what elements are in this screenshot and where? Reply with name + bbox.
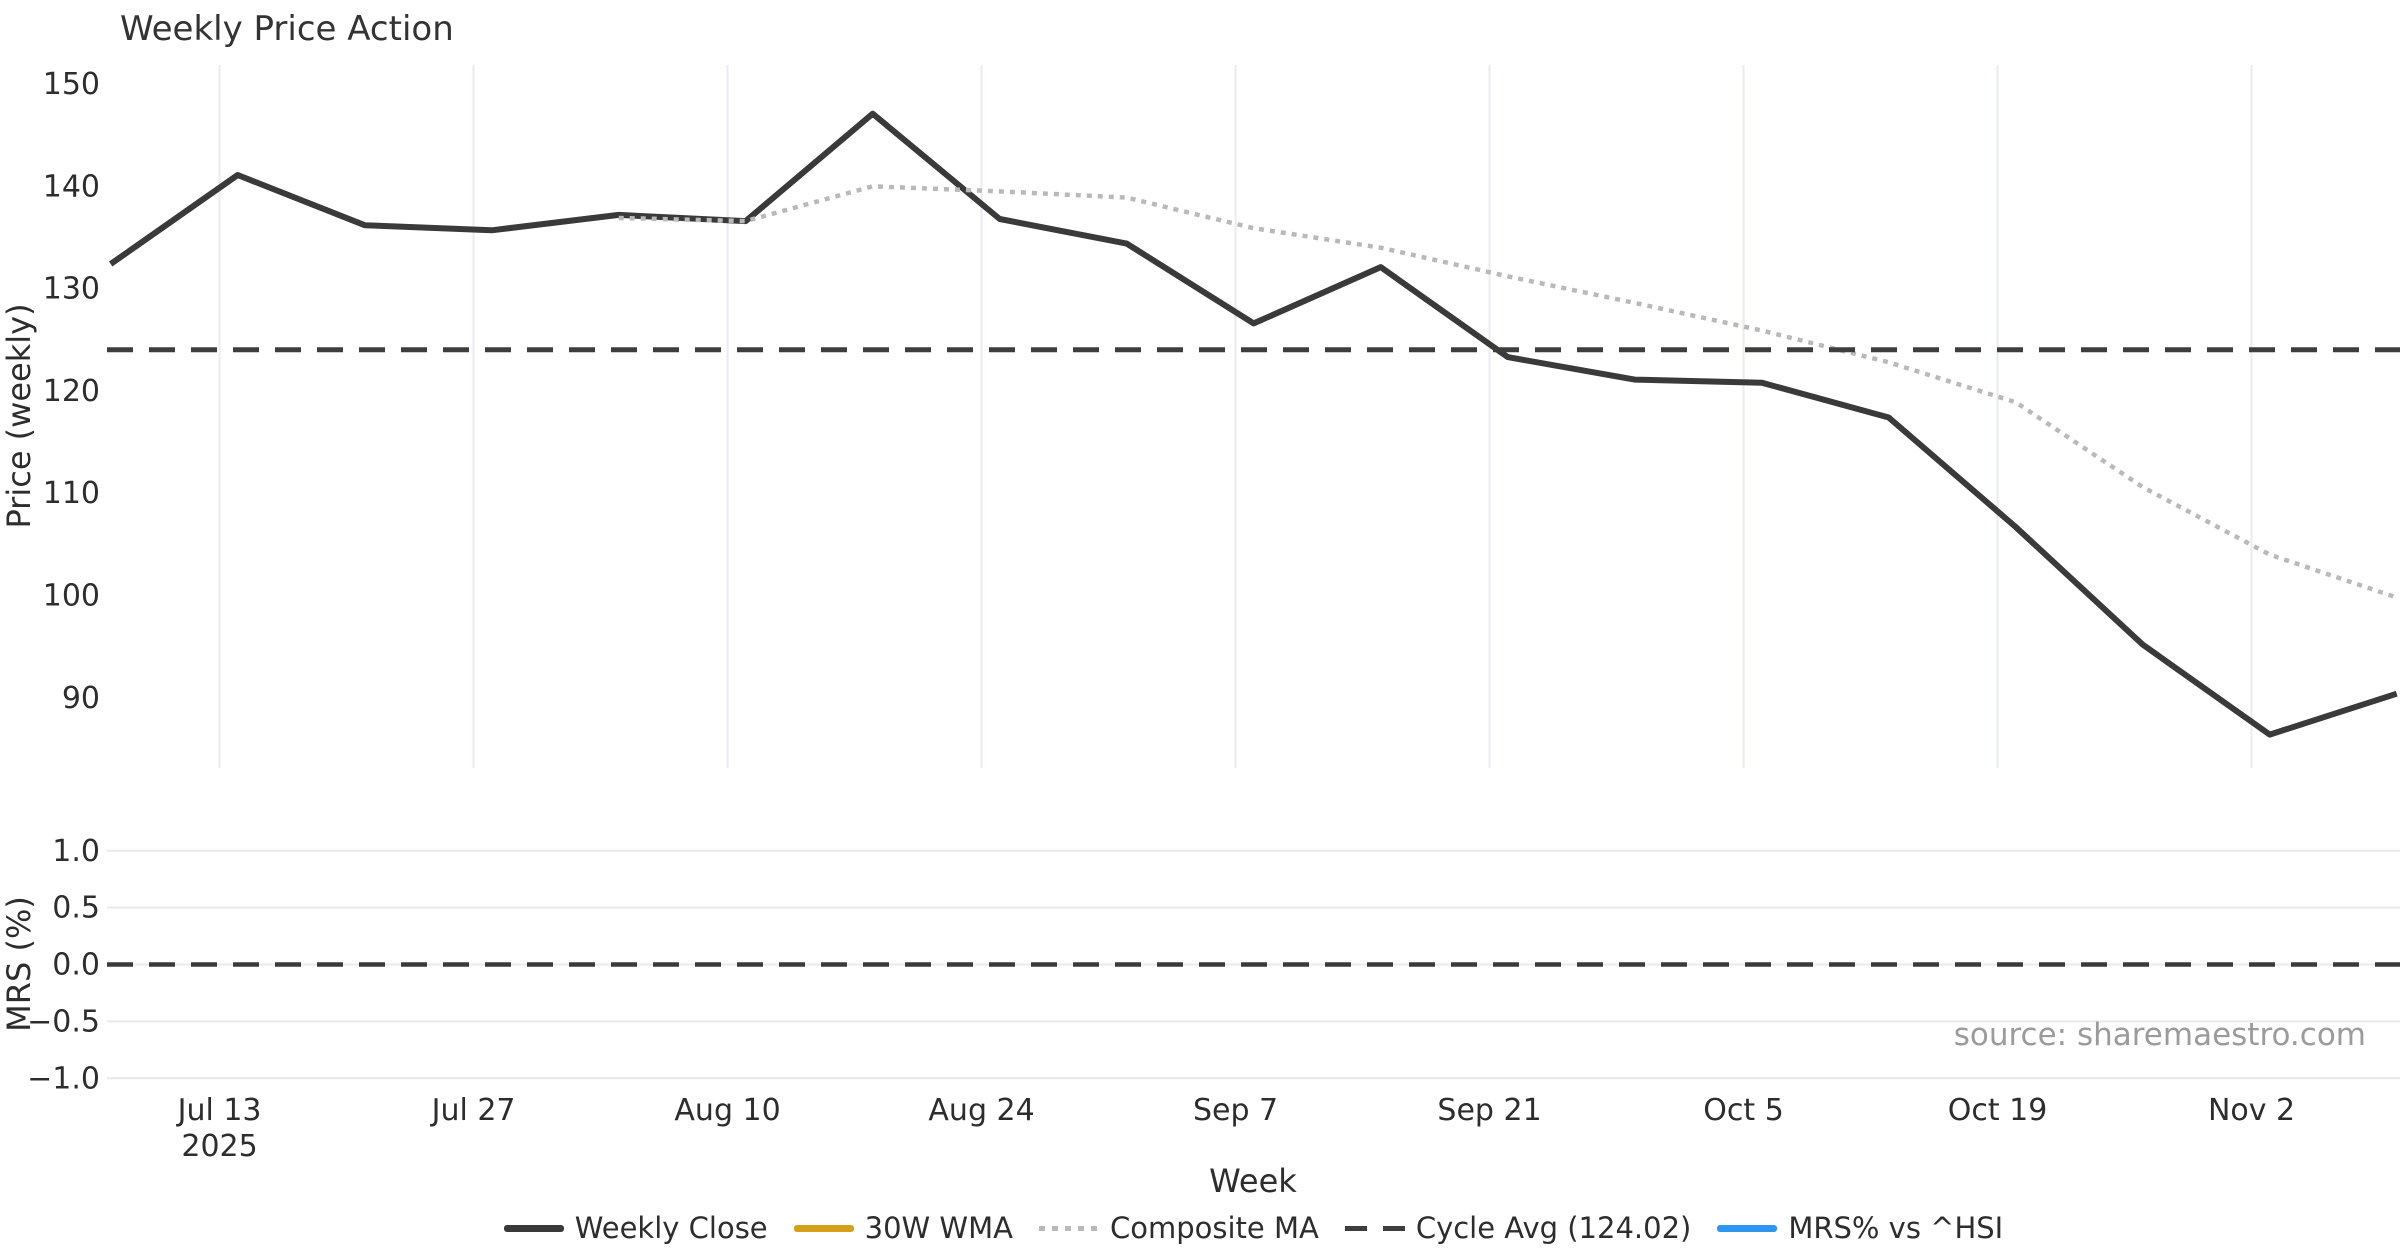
xtick-label: Sep 7 xyxy=(1193,1093,1278,1128)
price-ytick-label: 130 xyxy=(43,272,100,307)
mrs-ytick-label: 1.0 xyxy=(52,834,100,869)
mrs-ytick-label: 0.0 xyxy=(52,948,100,983)
xtick-label: Nov 2 xyxy=(2208,1093,2295,1128)
price-ytick-label: 100 xyxy=(43,579,100,614)
mrs-ytick-label: −1.0 xyxy=(27,1061,100,1096)
legend-label: Cycle Avg (124.02) xyxy=(1415,1211,1692,1245)
legend-label: Composite MA xyxy=(1109,1211,1319,1245)
mrs-axis-label: MRS (%) xyxy=(0,896,38,1032)
legend-item-30w-wma: 30W WMA xyxy=(793,1211,1013,1245)
mrs-ytick-label: −0.5 xyxy=(27,1004,100,1039)
price-axis-label: Price (weekly) xyxy=(0,303,38,528)
composite-ma-line xyxy=(618,184,2398,600)
legend-swatch-dotted xyxy=(1038,1225,1099,1231)
chart-legend: Weekly Close 30W WMA Composite MA Cycle Avg… xyxy=(107,1204,2400,1252)
legend-item-weekly-close: Weekly Close xyxy=(503,1211,768,1245)
xtick-year-label: 2025 xyxy=(181,1129,257,1164)
price-ytick-label: 140 xyxy=(43,169,100,204)
legend-swatch-dashed xyxy=(1344,1225,1405,1231)
xtick-label: Oct 5 xyxy=(1703,1093,1784,1128)
legend-label: MRS% vs ^HSI xyxy=(1788,1211,2004,1245)
xtick-label: Oct 19 xyxy=(1948,1093,2048,1128)
xtick-label: Jul 13 xyxy=(176,1093,262,1128)
price-ytick-label: 90 xyxy=(62,681,100,716)
weekly-close-line xyxy=(108,110,2398,738)
legend-swatch-solid xyxy=(503,1224,564,1232)
price-ytick-label: 110 xyxy=(43,476,100,511)
xtick-label: Sep 21 xyxy=(1437,1093,1541,1128)
legend-label: Weekly Close xyxy=(574,1211,768,1245)
mrs-ytick-label: 0.5 xyxy=(52,891,100,926)
legend-swatch-solid xyxy=(1717,1224,1778,1232)
legend-label: 30W WMA xyxy=(864,1211,1013,1245)
week-axis-label: Week xyxy=(1209,1162,1297,1200)
xtick-label: Aug 24 xyxy=(928,1093,1034,1128)
legend-item-mrs-vs-hsi: MRS% vs ^HSI xyxy=(1717,1211,2003,1245)
legend-swatch-solid xyxy=(793,1224,854,1232)
source-credit: source: sharemaestro.com xyxy=(1954,1017,2366,1053)
xtick-label: Jul 27 xyxy=(430,1093,516,1128)
price-ytick-label: 150 xyxy=(43,67,100,102)
chart-title: Weekly Price Action xyxy=(120,9,454,49)
xtick-label: Aug 10 xyxy=(674,1093,780,1128)
price-ytick-label: 120 xyxy=(43,374,100,409)
legend-item-composite-ma: Composite MA xyxy=(1038,1211,1319,1245)
legend-item-cycle-avg-124-02-: Cycle Avg (124.02) xyxy=(1344,1211,1692,1245)
